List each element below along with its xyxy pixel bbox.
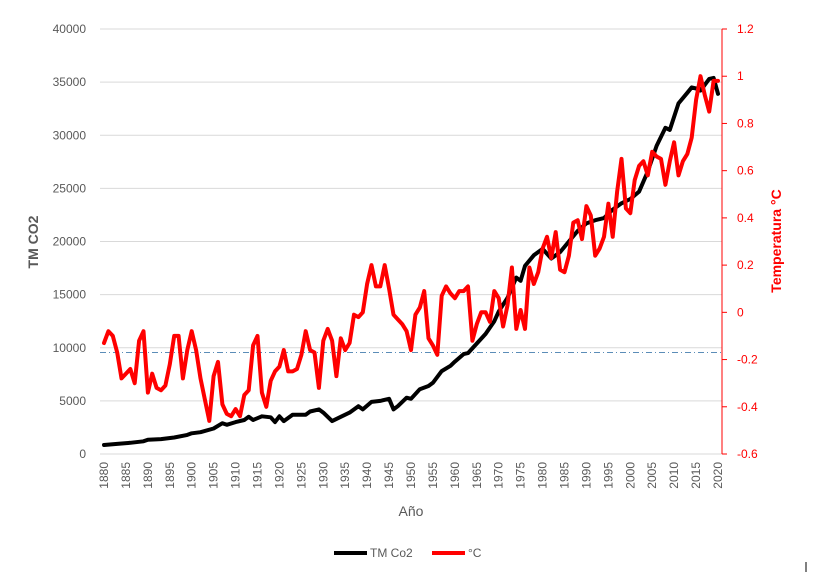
x-tick-label: 1925 [294,462,308,489]
legend: TM Co2 °C [334,546,482,560]
y-right-tick-label: -0.4 [737,400,758,414]
y-right-tick-label: 0.6 [737,164,754,178]
y-left-tick-label: 20000 [53,235,87,249]
x-tick-label: 1910 [229,462,243,489]
x-tick-label: 2005 [645,462,659,489]
x-tick-label: 1960 [448,462,462,489]
series-line-temperature [102,74,720,423]
y-right-tick-label: 0 [737,305,744,319]
x-axis-tick-labels: 1880 1885 1890 1895 1900 1905 1910 1915 1920 1925… [97,462,725,489]
x-tick-label: 1970 [492,462,506,489]
y-axis-left-title: TM CO2 [25,215,41,268]
y-left-tick-label: 35000 [53,75,87,89]
y-left-tick-label: 5000 [59,394,86,408]
left-axis-tick-labels: 0 5000 10000 15000 20000 25000 30000 35000 40000 [53,22,87,461]
y-axis-right-title: Temperatura °C [768,189,784,292]
x-tick-label: 1885 [119,462,133,489]
x-tick-label: 1915 [251,462,265,489]
x-tick-label: 1880 [97,462,111,489]
x-tick-label: 1900 [185,462,199,489]
y-left-tick-label: 40000 [53,22,87,36]
x-axis-title: Año [399,503,424,519]
y-left-tick-label: 15000 [53,288,87,302]
y-left-tick-label: 30000 [53,128,87,142]
x-tick-label: 1965 [470,462,484,489]
y-right-tick-label: -0.2 [737,353,758,367]
x-tick-label: 1930 [316,462,330,489]
x-tick-label: 1945 [382,462,396,489]
x-tick-label: 1955 [426,462,440,489]
right-axis-tick-marks [722,28,727,455]
series-line-co2 [102,75,720,447]
y-left-tick-label: 0 [79,447,86,461]
x-tick-label: 1890 [141,462,155,489]
y-right-tick-label: -0.6 [737,447,758,461]
y-left-tick-label: 10000 [53,341,87,355]
y-right-tick-label: 1 [737,69,744,83]
y-right-tick-label: 0.2 [737,258,754,272]
y-left-tick-label: 25000 [53,181,87,195]
y-right-tick-label: 0.4 [737,211,754,225]
x-tick-label: 1935 [338,462,352,489]
legend-label-co2: TM Co2 [370,546,413,560]
x-tick-label: 1950 [404,462,418,489]
x-tick-label: 1985 [558,462,572,489]
x-tick-label: 2015 [689,462,703,489]
x-tick-label: 1995 [601,462,615,489]
x-tick-label: 1895 [163,462,177,489]
x-tick-label: 2010 [667,462,681,489]
right-axis-tick-labels: -0.6 -0.4 -0.2 0 0.2 0.4 0.6 0.8 1 1.2 [737,22,758,461]
x-tick-label: 1990 [579,462,593,489]
horizontal-gridlines [100,28,722,402]
x-tick-label: 1905 [207,462,221,489]
x-tick-label: 1920 [272,462,286,489]
x-tick-label: 2000 [623,462,637,489]
x-tick-label: 1940 [360,462,374,489]
x-tick-label: 2020 [711,462,725,489]
x-tick-label: 1980 [536,462,550,489]
series-layer [102,74,720,447]
x-tick-label: 1975 [514,462,528,489]
y-right-tick-label: 0.8 [737,116,754,130]
y-right-tick-label: 1.2 [737,22,754,36]
legend-label-temperature: °C [468,546,482,560]
